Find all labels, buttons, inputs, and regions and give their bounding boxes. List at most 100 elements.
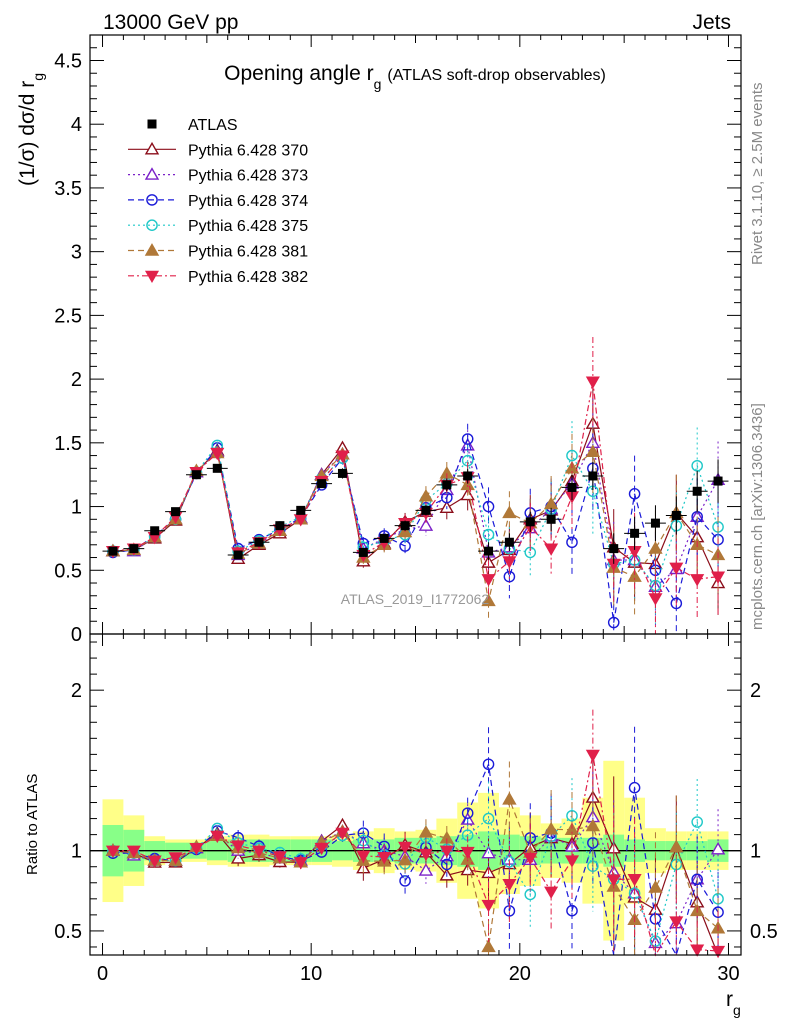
ratio-tick-label-right: 0.5 (750, 921, 778, 943)
y-axis-label: (1/σ) dσ/d rg (16, 73, 46, 186)
ratio-point (377, 851, 392, 865)
legend: ATLAS Pythia 6.428 370 Pythia 6.428 373 Pyt… (128, 117, 308, 286)
ratio-point (669, 839, 684, 853)
series-line (112, 450, 719, 602)
data-point (129, 544, 139, 554)
series-point (502, 556, 517, 569)
x-axis-label-main: r (726, 988, 733, 1011)
ratio-point (397, 852, 413, 866)
ratio-point (691, 816, 703, 828)
series-point (544, 543, 559, 556)
data-point (484, 546, 494, 556)
series-point (648, 541, 663, 554)
x-tick-label: 20 (509, 963, 531, 985)
ratio-tick-label-left: 1 (71, 841, 82, 863)
ratio-point (168, 852, 183, 865)
series-point (481, 593, 496, 607)
ratio-point (669, 916, 684, 929)
ratio-point (543, 821, 559, 835)
ratio-point (460, 846, 475, 860)
y-tick-label: 2.5 (54, 305, 82, 327)
data-point (358, 547, 368, 557)
ratio-point (461, 807, 474, 819)
ratio-point (251, 845, 267, 858)
data-point (650, 518, 660, 528)
ratio-point (482, 758, 495, 771)
ratio-tick-label-left: 2 (71, 680, 82, 702)
ratio-point (418, 863, 434, 876)
axes: 0 10 20 30 0 0.5 1 1.5 2 2.5 3 3.5 4 4.5 0.5 0.5 1 1 2 2 (54, 34, 778, 985)
ratio-series-line (112, 754, 719, 957)
legend-label: Pythia 6.428 375 (188, 218, 308, 235)
data-point (296, 505, 306, 515)
legend-label: Pythia 6.428 373 (188, 168, 308, 185)
legend-label: Pythia 6.428 381 (188, 244, 308, 261)
ratio-point (481, 939, 496, 953)
ratio-point (210, 830, 225, 844)
series-point (670, 597, 683, 610)
ratio-point (544, 886, 559, 899)
x-axis-label: rg (726, 988, 741, 1018)
data-point (171, 507, 181, 517)
series-point (648, 593, 663, 606)
ratio-point (440, 858, 453, 871)
ratio-point (712, 906, 724, 919)
series-point (566, 536, 578, 549)
ratio-point (523, 852, 538, 866)
ratio-point (481, 899, 496, 913)
legend-marker (144, 243, 160, 256)
ratio-point (418, 848, 433, 862)
ratio-point (627, 874, 642, 887)
data-point (713, 476, 723, 486)
plot-title-main: Opening angle r (224, 62, 373, 85)
legend-marker (146, 194, 158, 206)
ratio-point (335, 827, 350, 841)
y-tick-label: 4.5 (54, 50, 82, 72)
series-point (690, 574, 705, 587)
legend-marker (146, 219, 158, 231)
data-point (108, 546, 118, 556)
ratio-point (502, 791, 517, 805)
series-point (669, 562, 684, 575)
ratio-point (126, 845, 141, 858)
data-point (463, 471, 473, 481)
series-point (418, 518, 434, 531)
data-point (421, 505, 431, 515)
series-point (627, 569, 642, 582)
series-point (585, 376, 600, 389)
series-line (112, 421, 719, 584)
ratio-point (230, 851, 246, 864)
series-point (482, 528, 495, 541)
data-point (692, 486, 702, 496)
y-tick-label: 3.5 (54, 178, 82, 200)
ratio-point (710, 841, 726, 855)
data-point (317, 479, 327, 489)
series-point (335, 450, 350, 463)
series-point (481, 574, 496, 587)
x-tick-label: 10 (300, 963, 322, 985)
y-tick-label: 4 (71, 114, 82, 136)
series-point (607, 616, 620, 629)
y-tick-label: 0.5 (54, 560, 82, 582)
ratio-point (398, 841, 413, 855)
legend-label: Pythia 6.428 370 (188, 142, 308, 159)
series-point (210, 447, 225, 461)
y-tick-label: 0 (71, 624, 82, 646)
series-point (566, 449, 578, 462)
series-point (711, 571, 726, 584)
ratio-point (418, 825, 434, 838)
ratio-point (105, 845, 120, 858)
legend-marker (147, 119, 157, 129)
series-point (482, 500, 495, 513)
ratio-point (314, 842, 329, 856)
x-tick-label: 0 (97, 963, 108, 985)
y-tick-label: 2 (71, 369, 82, 391)
ratio-point (147, 855, 162, 868)
data-point (212, 463, 222, 473)
data-point (525, 517, 535, 527)
legend-marker (144, 167, 160, 180)
legend-label: ATLAS (188, 117, 238, 134)
ratio-point (564, 855, 580, 868)
header-right: Jets (692, 11, 731, 34)
ratio-point (585, 818, 601, 832)
